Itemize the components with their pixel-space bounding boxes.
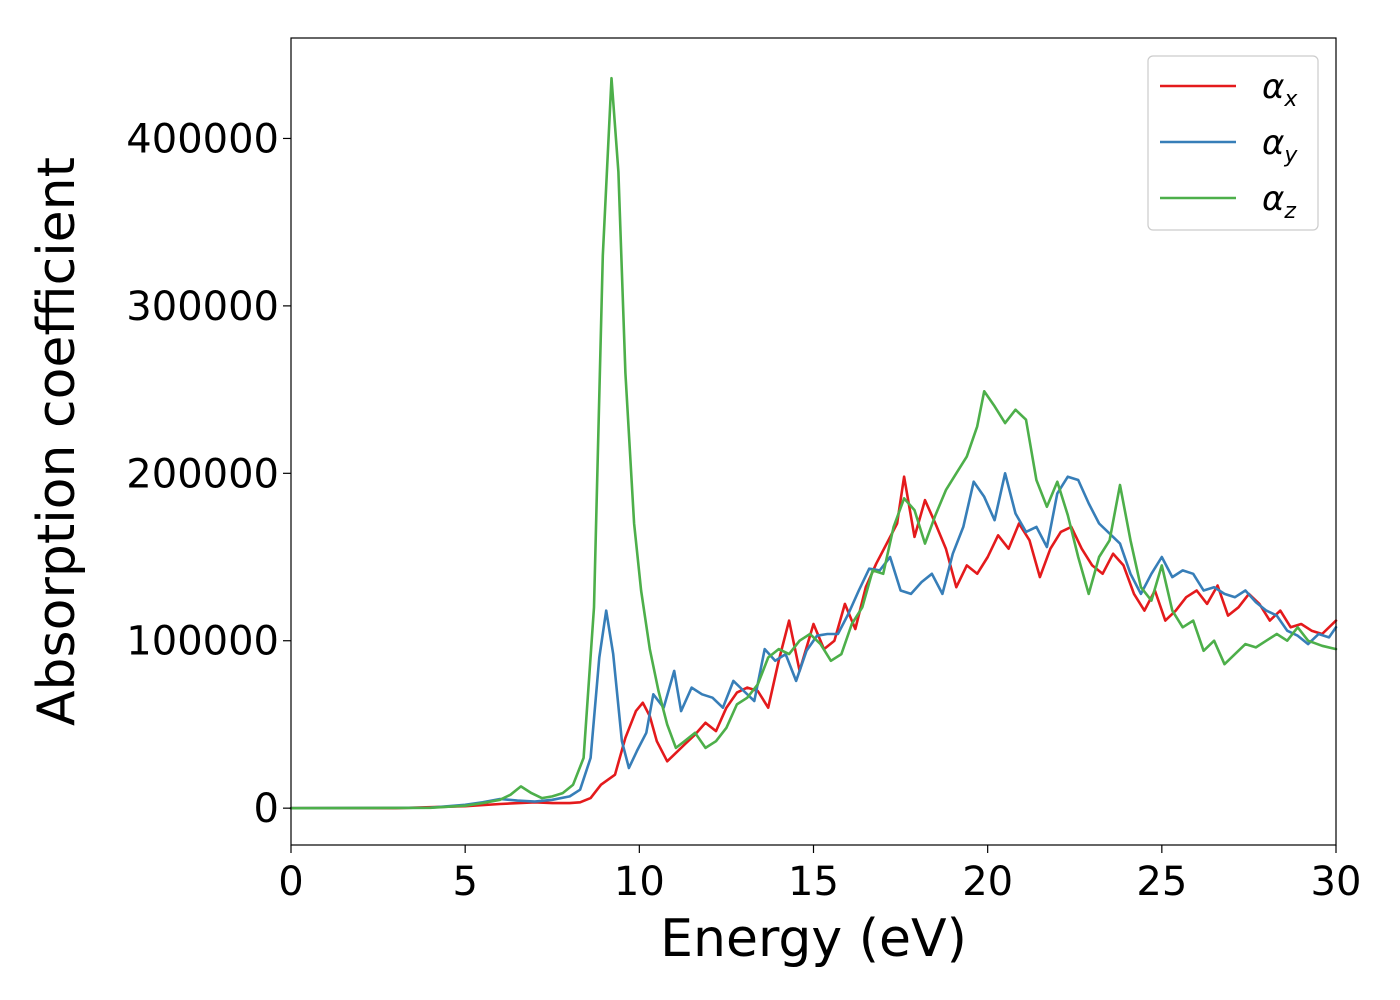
legend-label-z: αz	[1262, 179, 1296, 224]
y-axis-title: Absorption coefficient	[27, 157, 87, 726]
legend: αx αy αz	[1147, 55, 1319, 231]
x-tick-label: 30	[1311, 859, 1362, 905]
x-tick-label: 10	[614, 859, 665, 905]
x-tick-label: 0	[278, 859, 303, 905]
x-axis: 0 5 10 15 20 25 30	[278, 845, 1361, 905]
y-tick-label: 300000	[126, 284, 279, 330]
y-tick-label: 0	[254, 786, 279, 832]
x-tick-label: 20	[962, 859, 1013, 905]
y-tick-label: 400000	[126, 116, 279, 162]
y-tick-label: 200000	[126, 451, 279, 497]
x-tick-label: 15	[788, 859, 839, 905]
series-line-x	[289, 475, 1338, 810]
y-axis: 0 100000 200000 300000 400000	[126, 116, 291, 832]
x-tick-label: 5	[452, 859, 477, 905]
series-layer	[289, 76, 1338, 810]
x-axis-title: Energy (eV)	[660, 909, 967, 969]
y-tick-label: 100000	[126, 619, 279, 665]
legend-label-y: αy	[1262, 123, 1298, 168]
series-line-y	[289, 472, 1338, 810]
legend-label-x: αx	[1262, 67, 1298, 112]
series-line-z	[289, 76, 1338, 810]
x-tick-label: 25	[1136, 859, 1187, 905]
